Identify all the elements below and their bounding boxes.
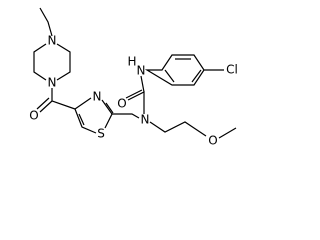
atom-label: N — [93, 90, 102, 104]
atom-label: S — [97, 127, 105, 141]
atom-label: N — [48, 34, 57, 48]
atom-label: Cl — [226, 63, 238, 77]
atom-label: O — [208, 134, 217, 148]
methoxyethyl-bond — [149, 121, 237, 139]
atom-label: O — [29, 109, 38, 123]
ethyl-bond — [39, 7, 53, 37]
phenyl-bond — [144, 54, 224, 86]
urea-bond — [125, 75, 145, 114]
amide-bond — [36, 88, 76, 113]
bonds — [33, 7, 237, 139]
atom-label: H — [127, 55, 136, 69]
atom-labels: N N O N S N O H N Cl O — [29, 34, 238, 148]
atom-label: N — [48, 76, 57, 90]
atom-label: O — [117, 97, 126, 111]
piperazine-bond — [33, 43, 71, 81]
methylene-bond — [112, 113, 140, 119]
atom-label: N — [137, 64, 146, 78]
atom-label: N — [141, 113, 150, 127]
structure-diagram: N N O N S N O H N Cl O — [29, 7, 238, 148]
